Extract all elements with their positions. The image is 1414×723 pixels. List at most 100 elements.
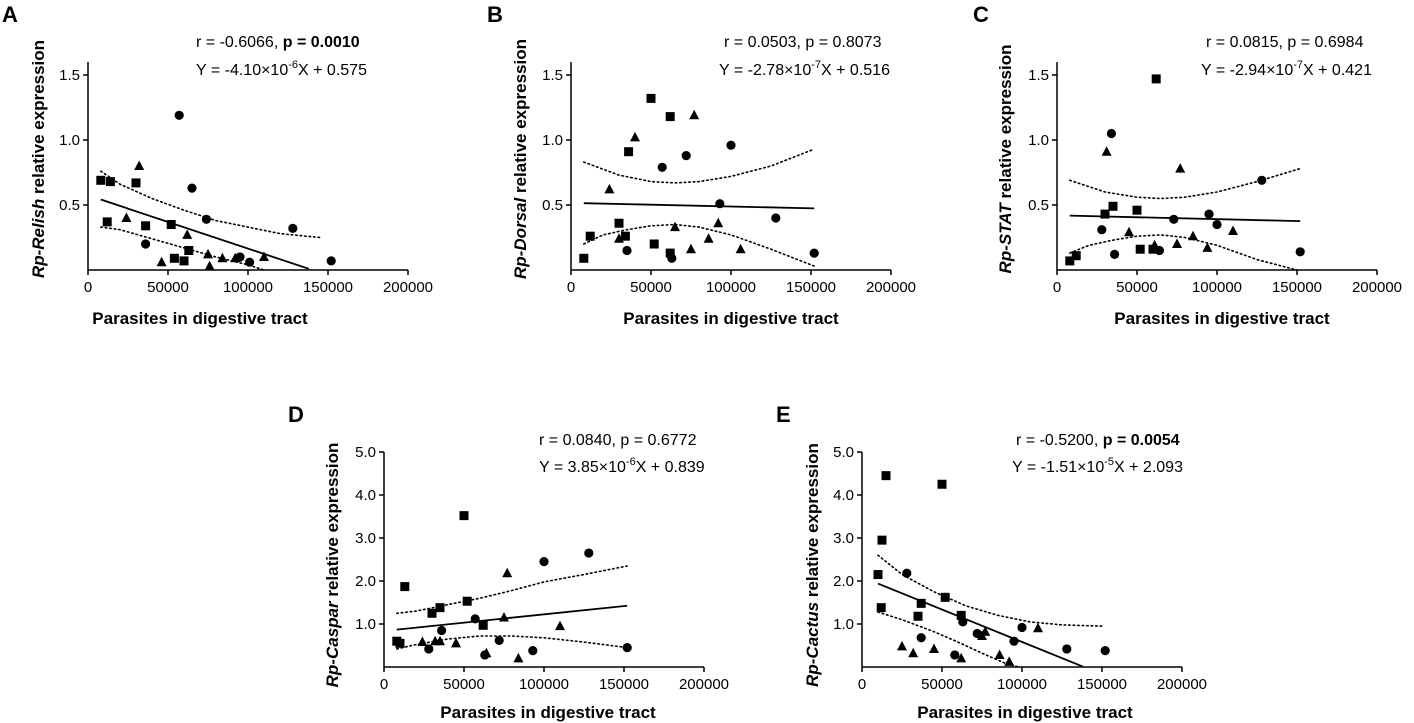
y-axis-suffix: relative expression <box>511 39 530 198</box>
data-point-circle <box>584 548 594 558</box>
data-point-circle <box>1154 245 1164 256</box>
panel-letter: C <box>973 2 989 27</box>
r-value: r = -0.5200, <box>1016 432 1103 449</box>
panel-letter: D <box>288 402 304 427</box>
data-point-triangle <box>735 243 746 254</box>
data-point-triangle <box>929 643 939 653</box>
eq-exponent: -7 <box>1293 59 1303 71</box>
x-axis-label: Parasites in digestive tract <box>440 703 656 722</box>
data-point-square <box>614 218 624 228</box>
y-tick-label: 4.0 <box>355 487 376 504</box>
data-point-circle <box>174 110 184 120</box>
x-tick-label: 100000 <box>1192 279 1242 296</box>
y-tick-label: 1.5 <box>1028 67 1049 84</box>
data-point-circle <box>1110 249 1120 259</box>
data-point-circle <box>494 635 504 645</box>
data-point-triangle <box>686 243 696 254</box>
data-point-circle <box>771 213 781 223</box>
data-point-circle <box>726 140 736 150</box>
x-tick-label: 100000 <box>223 279 273 296</box>
data-point-square <box>179 256 189 266</box>
data-point-circle <box>1017 622 1027 633</box>
data-point-triangle <box>1202 242 1213 252</box>
data-point-circle <box>424 644 434 654</box>
data-point-square <box>169 253 179 263</box>
data-point-square <box>435 603 445 613</box>
data-point-square <box>876 603 886 613</box>
x-axis-label: Parasites in digestive tract <box>917 703 1133 722</box>
data-point-circle <box>470 614 480 624</box>
eq-exponent: -5 <box>1104 456 1114 468</box>
data-point-triangle <box>1228 225 1238 235</box>
y-axis-label: Rp-Dorsal relative expression <box>511 39 530 279</box>
data-point-circle <box>1169 214 1179 224</box>
data-point-square <box>131 178 141 188</box>
x-tick-label: 150000 <box>599 676 649 693</box>
correlation-stat: r = -0.6066, p = 0.0010 <box>196 34 360 51</box>
confidence-band-upper <box>583 148 815 184</box>
y-tick-label: 5.0 <box>355 444 376 461</box>
data-point-triangle <box>670 221 680 232</box>
data-point-triangle <box>435 635 445 646</box>
panel-c-stat: C r = 0.0815, p = 0.6984 Y = -2.94×10-7X… <box>973 2 1402 328</box>
data-point-square <box>665 248 675 258</box>
data-point-triangle <box>182 229 193 239</box>
x-tick-label: 50000 <box>443 676 485 693</box>
y-tick-label: 1.5 <box>59 67 80 84</box>
y-axis-label: Rp-STAT relative expression <box>996 45 1015 274</box>
regression-line <box>877 582 1084 668</box>
y-tick-label: 1.0 <box>59 132 80 149</box>
y-tick-label: 1.0 <box>355 616 376 633</box>
data-point-triangle <box>1188 230 1198 241</box>
p-value: p = 0.0010 <box>283 34 360 51</box>
y-tick-label: 1.0 <box>833 616 854 633</box>
data-point-square <box>620 231 630 241</box>
eq-suffix: X + 0.839 <box>636 459 705 476</box>
eq-exponent: -6 <box>288 59 298 71</box>
data-point-circle <box>528 646 538 656</box>
y-axis-gene: Rp-Caspar <box>323 600 342 687</box>
data-point-circle <box>622 245 632 256</box>
x-tick-label: 0 <box>380 676 388 693</box>
plot-area: 0 50000 100000 150000 200000 0.5 1.0 1.5 <box>1028 62 1402 296</box>
data-point-triangle <box>994 649 1005 659</box>
eq-exponent: -7 <box>811 59 821 71</box>
data-point-square <box>478 620 488 630</box>
eq-suffix: X + 2.093 <box>1114 459 1183 476</box>
plot-area: 0 50000 100000 150000 200000 1.0 2.0 3.0 4.0 5.0 <box>355 444 729 693</box>
y-tick-label: 0.5 <box>1028 197 1049 214</box>
panel-letter: A <box>2 2 18 27</box>
data-point-square <box>916 598 926 608</box>
x-tick-label: 150000 <box>303 279 353 296</box>
data-point-triangle <box>451 637 461 648</box>
y-tick-label: 0.5 <box>59 197 80 214</box>
data-point-triangle <box>630 131 640 142</box>
r-value: r = 0.0840, p = 0.6772 <box>539 432 697 449</box>
data-point-circle <box>916 633 926 643</box>
confidence-band-lower <box>877 611 1020 668</box>
data-point-triangle <box>703 233 714 243</box>
data-point-circle <box>809 248 819 258</box>
confidence-band-lower <box>583 223 815 267</box>
regression-equation: Y = -2.78×10-7X + 0.516 <box>719 59 890 79</box>
data-point-circle <box>1204 209 1214 219</box>
data-point-circle <box>141 239 151 249</box>
y-axis-suffix: relative expression <box>29 40 48 199</box>
data-point-square <box>462 596 472 606</box>
data-point-triangle <box>956 652 967 663</box>
x-tick-label: 150000 <box>786 279 836 296</box>
panel-letter: E <box>776 402 791 427</box>
regression-equation: Y = -2.94×10-7X + 0.421 <box>1201 59 1372 79</box>
eq-prefix: Y = -4.10×10 <box>196 62 288 79</box>
confidence-band-lower <box>1069 234 1298 271</box>
x-tick-label: 50000 <box>630 279 672 296</box>
data-point-triangle <box>980 626 991 636</box>
data-point-triangle <box>604 183 615 194</box>
regression-line <box>100 198 310 270</box>
data-point-square <box>873 570 883 580</box>
data-point-square <box>1108 201 1118 211</box>
panel-letter: B <box>487 2 503 27</box>
data-point-square <box>427 608 437 618</box>
y-tick-label: 2.0 <box>833 573 854 590</box>
regression-line <box>583 202 815 210</box>
